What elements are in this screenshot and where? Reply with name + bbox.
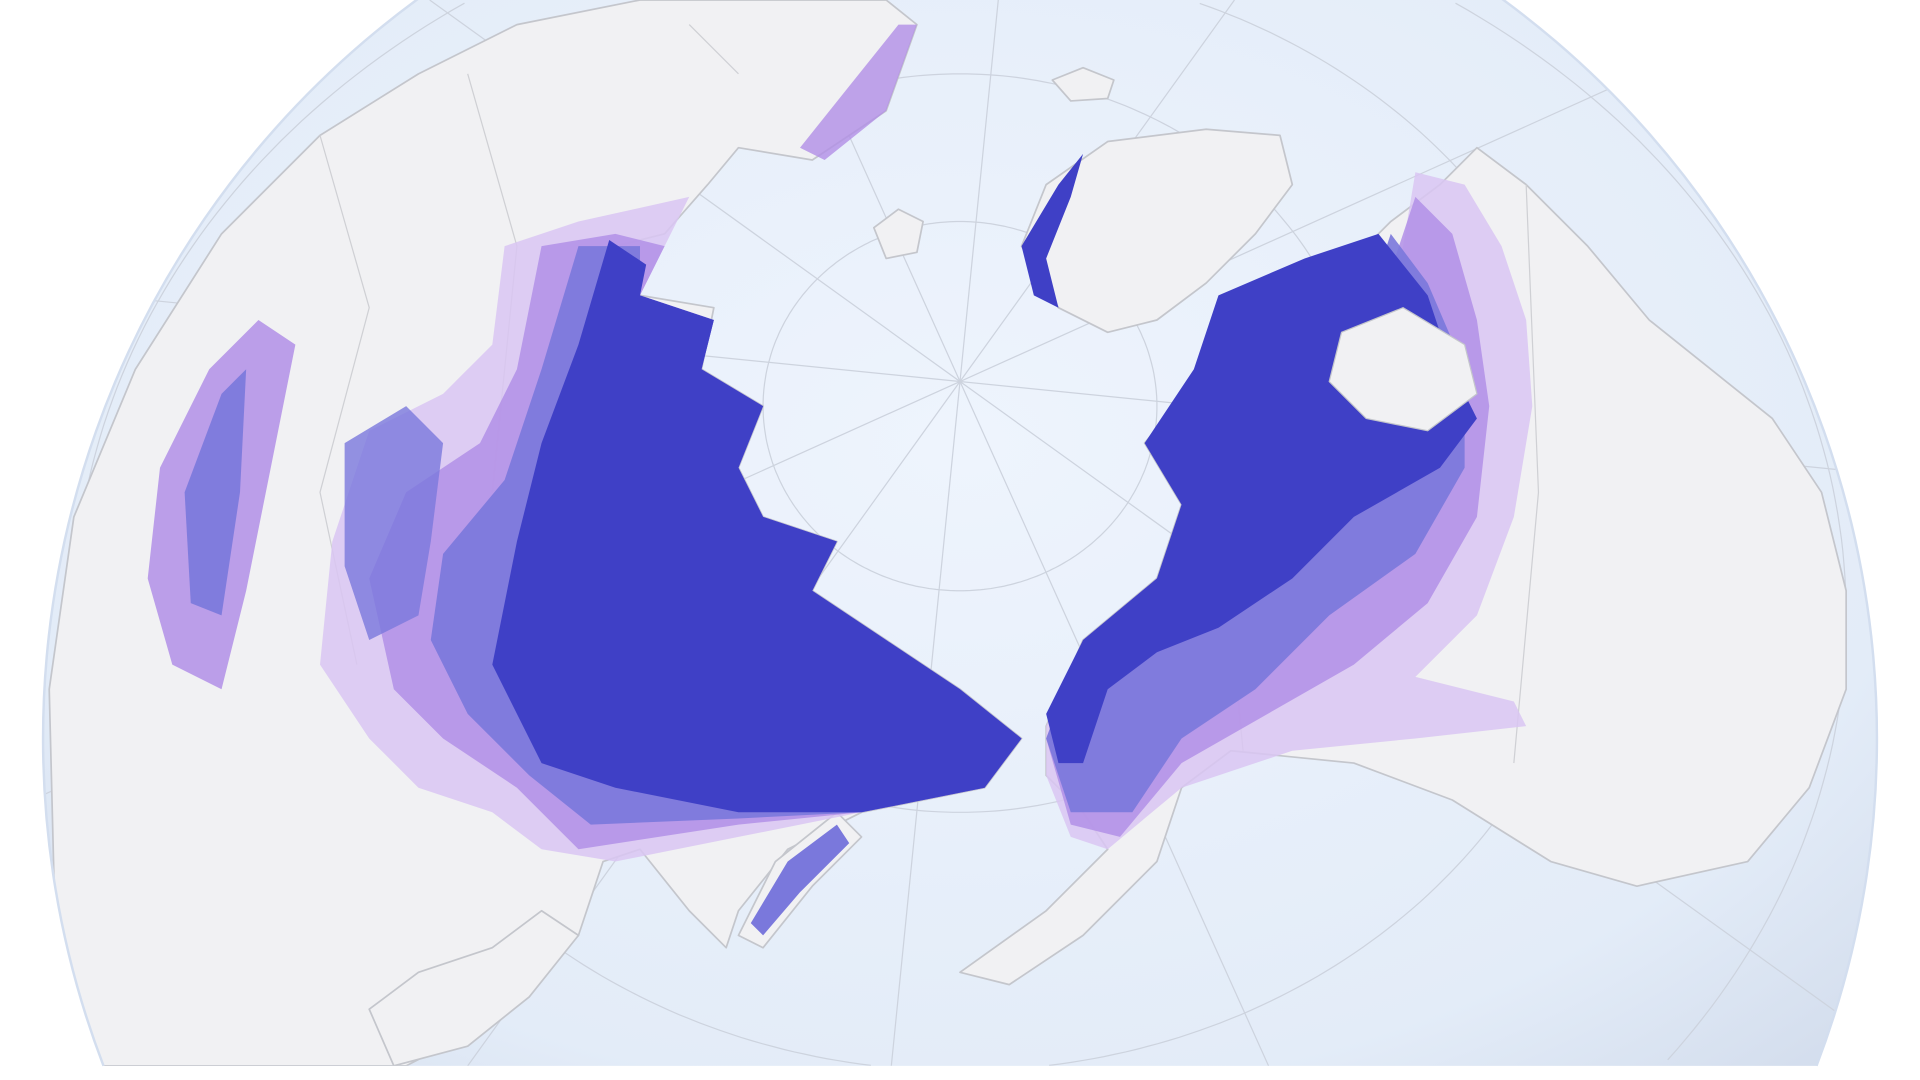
permafrost-continuous-eurasia [492,240,1022,813]
land-japan [368,909,580,1066]
land-iceland [1051,66,1115,102]
permafrost-scandinavia [800,24,917,160]
permafrost-kamchatka [750,824,850,936]
meridian-line [959,0,999,382]
land-svalbard [872,208,924,260]
meridian-line [959,88,1609,383]
permafrost-central-asia [344,406,444,640]
permafrost-layer [147,24,1533,936]
permafrost-greenland-coast [1021,153,1084,308]
globe-rim [41,0,1879,1067]
permafrost-hudson-bay-gap [1328,307,1478,432]
permafrost-west-siberia-core [184,369,247,616]
land-greenland [1020,128,1294,334]
